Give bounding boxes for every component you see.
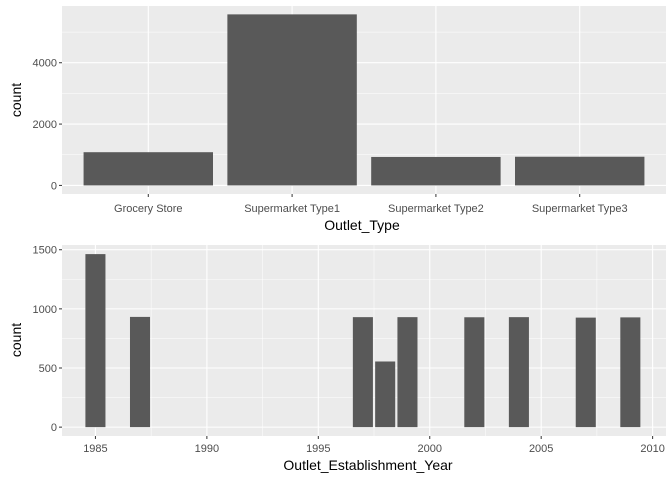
y-ticks-outlet-type: 0 2000 4000 [33, 58, 62, 192]
y-axis-title-establishment-year: count [8, 323, 24, 357]
chart-establishment-year: 0 500 1000 1500 1985 1990 1995 2000 2005 2010 Ou… [8, 245, 666, 473]
x-ticks-outlet-type: Grocery Store Supermarket Type1 Supermarke… [114, 194, 628, 215]
y-tick-label: 0 [51, 180, 57, 192]
bar [375, 361, 396, 428]
x-tick-label: Supermarket Type1 [244, 203, 340, 215]
y-axis-title-outlet-type: count [8, 83, 24, 117]
y-tick-label: 4000 [33, 58, 57, 70]
bar [508, 317, 529, 428]
x-tick-label: 2005 [529, 443, 553, 455]
y-tick-label: 0 [51, 422, 57, 434]
x-ticks-establishment-year: 1985 1990 1995 2000 2005 2010 [83, 436, 665, 455]
bar [397, 317, 418, 428]
bar [129, 316, 151, 428]
bar [85, 254, 106, 428]
x-tick-label: Supermarket Type2 [388, 203, 484, 215]
x-axis-title-establishment-year: Outlet_Establishment_Year [283, 457, 452, 473]
bar [575, 317, 596, 428]
x-tick-label: 2010 [640, 443, 664, 455]
bars-outlet-type [83, 14, 645, 186]
y-tick-label: 500 [39, 363, 57, 375]
y-tick-label: 1500 [33, 245, 57, 257]
bars-establishment-year [85, 254, 641, 428]
x-tick-label: 1985 [83, 443, 107, 455]
x-tick-label: Grocery Store [114, 203, 182, 215]
y-tick-label: 1000 [33, 304, 57, 316]
bar [227, 14, 357, 186]
bar [464, 317, 485, 428]
x-tick-label: Supermarket Type3 [532, 203, 628, 215]
x-tick-label: 1995 [306, 443, 330, 455]
y-ticks-establishment-year: 0 500 1000 1500 [33, 245, 62, 434]
y-tick-label: 2000 [33, 119, 57, 131]
bar [83, 152, 213, 186]
chart-outlet-type: 0 2000 4000 Grocery Store Supermarket Type1… [8, 6, 666, 233]
bar [352, 317, 373, 428]
bar [371, 156, 501, 186]
x-tick-label: 1990 [195, 443, 219, 455]
x-tick-label: 2000 [418, 443, 442, 455]
bar [620, 317, 641, 428]
x-axis-title-outlet-type: Outlet_Type [324, 217, 400, 233]
bar [515, 156, 645, 186]
